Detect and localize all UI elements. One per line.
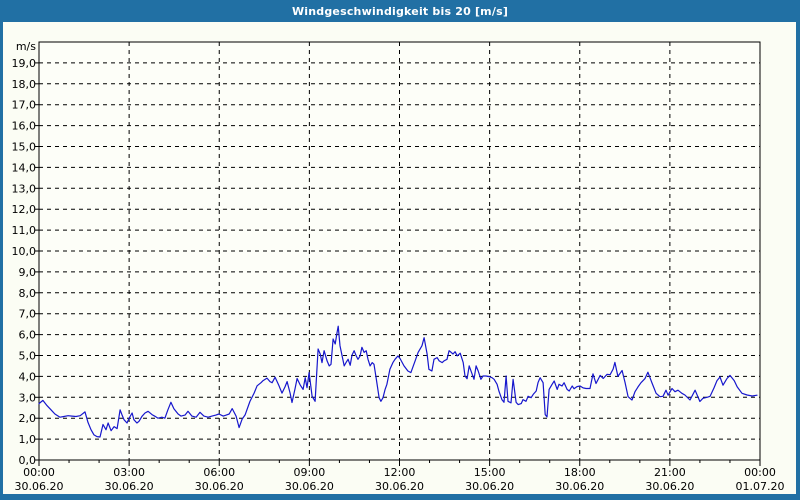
y-axis-label: 9,0 <box>19 266 37 279</box>
y-axis-label: 11,0 <box>12 224 37 237</box>
x-axis-time-label: 12:00 <box>384 466 416 479</box>
y-axis-label: 2,0 <box>19 412 37 425</box>
x-axis-time-label: 15:00 <box>474 466 506 479</box>
wind-speed-chart: 0,0 1,0 2,0 3,0 4,0 5,0 6,0 7,0 8,0 9,0 10,0 11,0 12… <box>12 40 785 493</box>
x-axis-date-label: 30.06.20 <box>375 480 424 493</box>
x-axis-time-label: 21:00 <box>654 466 686 479</box>
x-axis-time-label: 09:00 <box>294 466 326 479</box>
y-axis-label: 19,0 <box>12 57 37 70</box>
y-axis-label: 13,0 <box>12 182 37 195</box>
wind-speed-line <box>38 325 758 438</box>
y-axis-label: 14,0 <box>12 161 37 174</box>
y-axis-label: 7,0 <box>19 308 37 321</box>
x-axis-date-label: 01.07.20 <box>736 480 785 493</box>
x-axis-date-label: 30.06.20 <box>465 480 514 493</box>
x-axis-date-label: 30.06.20 <box>105 480 154 493</box>
y-axis-label: 17,0 <box>12 99 37 112</box>
y-axis-label: 3,0 <box>19 391 37 404</box>
y-axis-label: 0,0 <box>19 454 37 467</box>
y-axis-label: 5,0 <box>19 350 37 363</box>
chart-content: 0,0 1,0 2,0 3,0 4,0 5,0 6,0 7,0 8,0 9,0 10,0 11,0 12… <box>3 22 796 494</box>
title-bar: Windgeschwindigkeit bis 20 [m/s] <box>0 0 800 22</box>
y-axis-label: 4,0 <box>19 370 37 383</box>
window-title: Windgeschwindigkeit bis 20 [m/s] <box>291 4 509 18</box>
y-axis-label: 16,0 <box>12 120 37 133</box>
x-axis-time-label: 03:00 <box>113 466 145 479</box>
y-axis-label: 6,0 <box>19 329 37 342</box>
y-axis-label: 15,0 <box>12 141 37 154</box>
x-axis-date-label: 30.06.20 <box>555 480 604 493</box>
y-axis-label: 1,0 <box>19 433 37 446</box>
x-axis-date-label: 30.06.20 <box>195 480 244 493</box>
x-axis-date-label: 30.06.20 <box>15 480 64 493</box>
x-axis-time-label: 06:00 <box>203 466 235 479</box>
y-axis-label: 18,0 <box>12 78 37 91</box>
x-axis-date-label: 30.06.20 <box>285 480 334 493</box>
y-axis-label: 10,0 <box>12 245 37 258</box>
x-axis-time-label: 00:00 <box>744 466 776 479</box>
y-axis-label: 12,0 <box>12 203 37 216</box>
x-axis-time-label: 18:00 <box>564 466 596 479</box>
y-axis-label: 8,0 <box>19 287 37 300</box>
x-axis-date-label: 30.06.20 <box>645 480 694 493</box>
y-axis-unit-label: m/s <box>16 40 36 53</box>
x-axis-time-label: 00:00 <box>23 466 55 479</box>
